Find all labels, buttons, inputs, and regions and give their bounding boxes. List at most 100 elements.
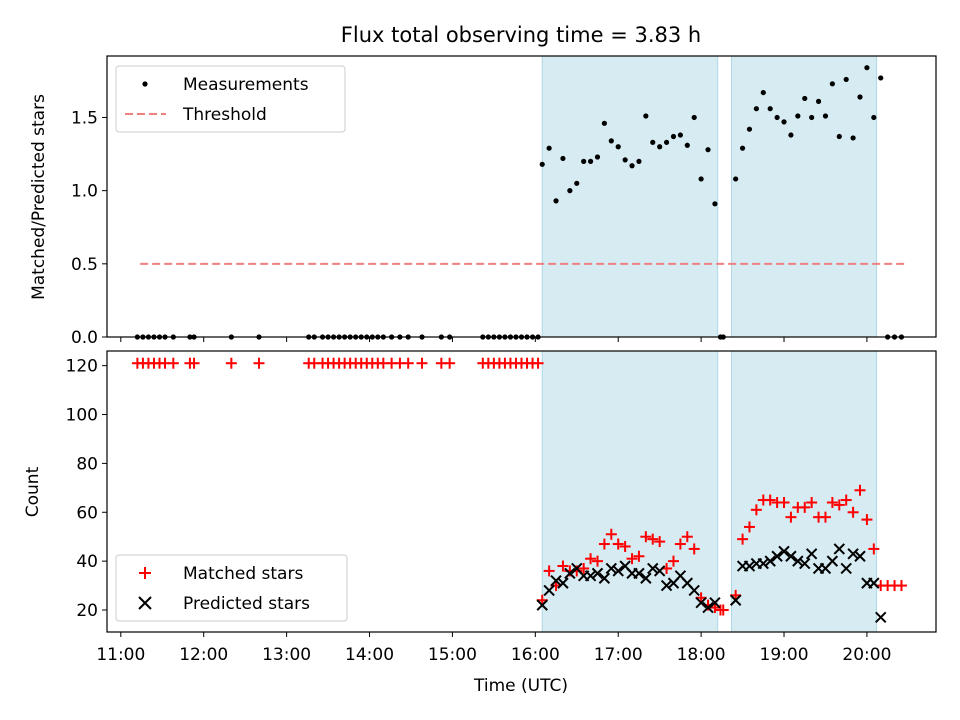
bottom-shaded-intervals — [541, 350, 878, 633]
measurement-point — [850, 135, 856, 141]
predicted-star-point — [764, 555, 776, 567]
measurement-point — [615, 144, 621, 150]
measurement-point — [608, 138, 614, 144]
x-tick-label: 14:00 — [345, 645, 394, 665]
matched-star-point — [654, 536, 666, 548]
matched-star-point — [585, 553, 597, 565]
matched-star-point — [640, 531, 652, 543]
bottom-axes-frame — [106, 350, 937, 633]
measurement-point — [594, 154, 601, 160]
measurement-point — [601, 120, 608, 126]
matched-star-point — [188, 357, 200, 369]
measurement-point — [698, 176, 704, 182]
measurement-point — [636, 158, 642, 164]
measurement-point — [663, 139, 670, 145]
measurement-point — [815, 98, 822, 104]
y-tick-label: 80 — [76, 454, 98, 474]
matched-star-point — [674, 538, 686, 550]
measurement-point — [677, 132, 683, 138]
measurement-point — [822, 113, 829, 119]
measurement-point — [539, 161, 545, 167]
matched-star-point — [854, 484, 866, 496]
matched-star-point — [681, 531, 693, 543]
bottom-y-ticks: 20 40 60 80 100 120 — [66, 357, 107, 621]
top-legend: Measurements Threshold — [115, 65, 346, 133]
predicted-star-point — [799, 557, 811, 570]
predicted-star-point — [805, 548, 818, 560]
measurement-point — [795, 113, 801, 119]
measurement-point — [733, 176, 739, 182]
predicted-star-point — [536, 599, 548, 611]
matched-star-point — [688, 543, 700, 555]
chart-title: Flux total observing time = 3.83 h — [341, 23, 701, 47]
x-tick-label: 20:00 — [842, 645, 891, 665]
matched-star-point — [253, 357, 265, 369]
predicted-star-point — [695, 596, 707, 609]
x-tick-label: 11:00 — [96, 645, 145, 665]
y-tick-label: 0.5 — [71, 255, 98, 275]
measurement-point — [629, 163, 635, 169]
measurement-point — [622, 157, 628, 163]
matched-star-point — [543, 565, 555, 577]
matched-star-point — [167, 357, 179, 369]
bottom-legend: Matched stars Predicted stars — [115, 554, 348, 622]
matched-star-point — [667, 555, 679, 567]
top-y-axis-label: Matched/Predicted stars — [29, 94, 49, 300]
matched-star-point — [717, 604, 729, 616]
top-x-ticks — [120, 337, 868, 342]
matched-star-point — [833, 499, 845, 511]
legend-predicted-label: Predicted stars — [183, 594, 310, 614]
predicted-star-point — [833, 543, 845, 555]
predicted-star-point — [688, 584, 700, 597]
matched-star-point — [444, 357, 456, 369]
legend-matched-marker — [139, 567, 151, 579]
matched-star-point — [402, 357, 414, 369]
bottom-legend-box — [115, 554, 348, 622]
measurement-point — [836, 133, 842, 140]
measurement-point — [781, 119, 787, 125]
predicted-star-point — [854, 550, 866, 562]
predicted-star-point — [840, 562, 852, 575]
predicted-star-point — [792, 555, 804, 567]
measurement-point — [712, 201, 718, 207]
predicted-star-point — [543, 584, 555, 597]
measurement-point — [546, 145, 552, 151]
shaded-interval — [541, 55, 719, 338]
matched-star-point — [598, 538, 610, 550]
matched-star-point — [840, 494, 852, 506]
predicted-star-point — [591, 567, 604, 580]
bottom-panel: 20 40 60 80 100 120 11:00 12:00 13:00 14:00 15:00… — [23, 350, 937, 696]
matched-star-point — [806, 496, 818, 508]
predicted-star-point — [605, 562, 618, 575]
matched-star-point — [612, 538, 624, 550]
x-tick-label: 19:00 — [760, 645, 809, 665]
bottom-series — [131, 357, 907, 624]
y-tick-label: 0.0 — [71, 328, 98, 348]
predicted-star-point — [847, 548, 859, 560]
matched-star-point — [633, 550, 645, 562]
top-legend-box — [115, 65, 346, 133]
measurement-point — [760, 89, 766, 96]
bottom-x-ticks: 11:00 12:00 13:00 14:00 15:00 16:00 17:00 18:00… — [96, 632, 891, 665]
predicted-star-point — [771, 550, 783, 562]
matched-star-point — [647, 533, 659, 545]
matched-star-point — [799, 501, 811, 513]
matched-star-point — [895, 580, 907, 592]
matched-star-point — [225, 357, 237, 369]
predicted-star-point — [709, 596, 721, 609]
measurement-point — [705, 147, 711, 153]
y-tick-label: 1.0 — [71, 182, 98, 202]
measurement-point — [774, 114, 780, 121]
predicted-star-point — [743, 560, 756, 572]
matched-star-point — [785, 511, 797, 523]
predicted-star-point — [564, 567, 576, 580]
measurement-point — [691, 114, 697, 121]
predicted-star-point — [647, 562, 659, 575]
matched-star-point — [737, 533, 749, 545]
measurement-point — [670, 133, 677, 140]
matched-star-point — [578, 562, 590, 574]
matched-star-point — [416, 357, 428, 369]
predicted-star-point — [557, 577, 569, 589]
predicted-star-point — [757, 557, 769, 570]
matched-star-point — [826, 496, 838, 508]
